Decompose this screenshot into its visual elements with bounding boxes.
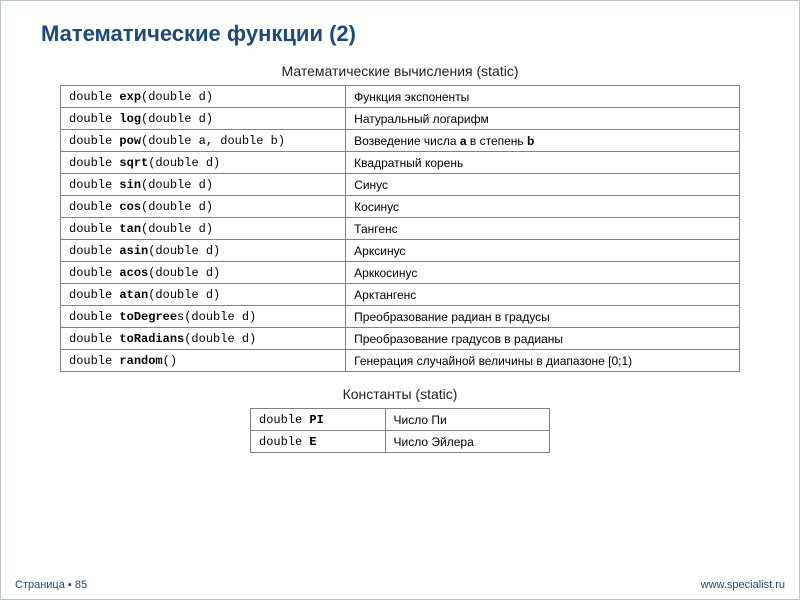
table-row: double cos(double d)Косинус bbox=[61, 196, 740, 218]
table-row: double PIЧисло Пи bbox=[251, 409, 550, 431]
table-row: double log(double d)Натуральный логарифм bbox=[61, 108, 740, 130]
signature-cell: double toDegrees(double d) bbox=[61, 306, 346, 328]
table-row: double tan(double d)Тангенс bbox=[61, 218, 740, 240]
signature-cell: double sqrt(double d) bbox=[61, 152, 346, 174]
signature-cell: double PI bbox=[251, 409, 386, 431]
signature-cell: double random() bbox=[61, 350, 346, 372]
main-table-caption: Математические вычисления (static) bbox=[41, 63, 759, 79]
signature-cell: double toRadians(double d) bbox=[61, 328, 346, 350]
constants-table-caption: Константы (static) bbox=[41, 386, 759, 402]
table-row: double acos(double d)Арккосинус bbox=[61, 262, 740, 284]
page-bullet: ▪ bbox=[68, 579, 75, 591]
table-row: double atan(double d)Арктангенс bbox=[61, 284, 740, 306]
table-row: double toRadians(double d)Преобразование… bbox=[61, 328, 740, 350]
signature-cell: double E bbox=[251, 431, 386, 453]
page-title: Математические функции (2) bbox=[41, 21, 759, 47]
signature-cell: double pow(double a, double b) bbox=[61, 130, 346, 152]
description-cell: Преобразование радиан в градусы bbox=[346, 306, 740, 328]
signature-cell: double tan(double d) bbox=[61, 218, 346, 240]
table-row: double exp(double d)Функция экспоненты bbox=[61, 86, 740, 108]
table-row: double toDegrees(double d)Преобразование… bbox=[61, 306, 740, 328]
signature-cell: double exp(double d) bbox=[61, 86, 346, 108]
description-cell: Тангенс bbox=[346, 218, 740, 240]
page-indicator: Страница ▪ 85 bbox=[15, 579, 87, 591]
description-cell: Арксинус bbox=[346, 240, 740, 262]
description-cell: Возведение числа a в степень b bbox=[346, 130, 740, 152]
signature-cell: double acos(double d) bbox=[61, 262, 346, 284]
description-cell: Арккосинус bbox=[346, 262, 740, 284]
site-link: www.specialist.ru bbox=[701, 579, 785, 591]
description-cell: Натуральный логарифм bbox=[346, 108, 740, 130]
description-cell: Квадратный корень bbox=[346, 152, 740, 174]
table-row: double sqrt(double d)Квадратный корень bbox=[61, 152, 740, 174]
signature-cell: double sin(double d) bbox=[61, 174, 346, 196]
description-cell: Число Пи bbox=[385, 409, 549, 431]
description-cell: Число Эйлера bbox=[385, 431, 549, 453]
footer: Страница ▪ 85 www.specialist.ru bbox=[1, 579, 799, 591]
description-cell: Косинус bbox=[346, 196, 740, 218]
signature-cell: double atan(double d) bbox=[61, 284, 346, 306]
constants-table: double PIЧисло Пиdouble EЧисло Эйлера bbox=[250, 408, 550, 453]
table-row: double pow(double a, double b)Возведение… bbox=[61, 130, 740, 152]
description-cell: Функция экспоненты bbox=[346, 86, 740, 108]
description-cell: Арктангенс bbox=[346, 284, 740, 306]
description-cell: Преобразование градусов в радианы bbox=[346, 328, 740, 350]
signature-cell: double log(double d) bbox=[61, 108, 346, 130]
table-row: double asin(double d)Арксинус bbox=[61, 240, 740, 262]
table-row: double random()Генерация случайной велич… bbox=[61, 350, 740, 372]
signature-cell: double cos(double d) bbox=[61, 196, 346, 218]
table-row: double sin(double d)Синус bbox=[61, 174, 740, 196]
signature-cell: double asin(double d) bbox=[61, 240, 346, 262]
description-cell: Синус bbox=[346, 174, 740, 196]
page-number: 85 bbox=[75, 579, 87, 591]
table-row: double EЧисло Эйлера bbox=[251, 431, 550, 453]
description-cell: Генерация случайной величины в диапазоне… bbox=[346, 350, 740, 372]
main-table: double exp(double d)Функция экспонентыdo… bbox=[60, 85, 740, 372]
page-prefix: Страница bbox=[15, 579, 68, 591]
